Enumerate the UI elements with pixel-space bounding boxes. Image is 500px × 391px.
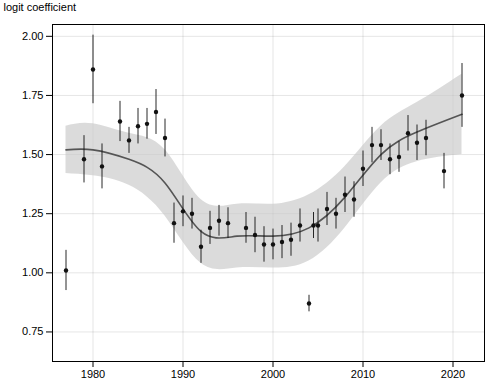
svg-text:1.25: 1.25 <box>22 207 43 219</box>
svg-text:logit coefficient: logit coefficient <box>4 1 77 13</box>
svg-text:1980: 1980 <box>81 368 105 380</box>
svg-text:2000: 2000 <box>261 368 285 380</box>
svg-text:2010: 2010 <box>351 368 375 380</box>
svg-text:1.50: 1.50 <box>22 148 43 160</box>
svg-text:2.00: 2.00 <box>22 30 43 42</box>
svg-text:1.00: 1.00 <box>22 266 43 278</box>
svg-text:1.75: 1.75 <box>22 89 43 101</box>
svg-text:2020: 2020 <box>441 368 465 380</box>
svg-text:0.75: 0.75 <box>22 325 43 337</box>
svg-text:1990: 1990 <box>171 368 195 380</box>
